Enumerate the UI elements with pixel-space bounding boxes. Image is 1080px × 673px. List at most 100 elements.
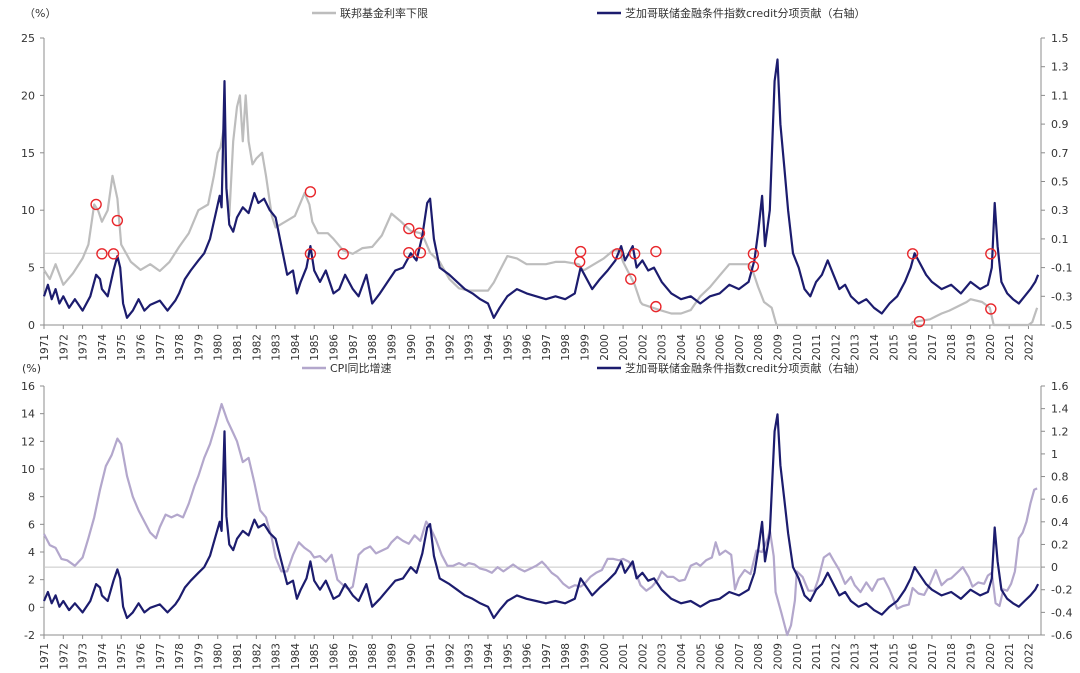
x-tick-label: 1984	[290, 334, 302, 361]
y-right-tick-label: 0.8	[1051, 471, 1069, 484]
x-tick-label: 2005	[695, 643, 707, 670]
x-tick-label: 1974	[97, 643, 109, 670]
x-tick-label: 1977	[155, 334, 167, 361]
x-tick-label: 2003	[657, 334, 669, 361]
highlight-marker	[985, 248, 997, 260]
x-tick-label: 1988	[367, 334, 379, 361]
x-tick-label: 2006	[715, 643, 727, 670]
x-tick-label: 2002	[637, 643, 649, 670]
y-right-tick-label: 0.7	[1051, 147, 1069, 160]
x-tick-label: 1982	[251, 334, 263, 361]
x-tick-label: 2008	[753, 643, 765, 670]
x-tick-label: 1978	[174, 643, 186, 670]
highlight-marker	[573, 256, 586, 268]
y-left-tick-label: 25	[21, 32, 35, 45]
x-tick-label: 2010	[792, 334, 804, 361]
y-left-tick-label: 16	[21, 380, 35, 393]
y-left-tick-label: 12	[21, 435, 35, 448]
x-tick-label: 2017	[927, 334, 939, 361]
y-right-tick-label: 0.1	[1051, 233, 1069, 246]
y-right-tick-label: 1.5	[1051, 32, 1069, 45]
highlight-marker	[747, 248, 760, 260]
x-tick-label: 2002	[637, 334, 649, 361]
highlight-marker	[611, 248, 623, 260]
x-tick-label: 1980	[213, 334, 225, 361]
x-tick-label: 2020	[985, 334, 997, 361]
x-tick-label: 1991	[425, 643, 437, 670]
x-tick-label: 2021	[1004, 334, 1016, 361]
highlight-marker	[574, 245, 587, 258]
highlight-marker	[111, 214, 124, 227]
x-tick-label: 1971	[39, 643, 51, 670]
x-tick-label: 1986	[329, 643, 341, 670]
x-tick-label: 1994	[483, 643, 495, 670]
top-panel: 0 5 10 15 20 25 -0.5 -0.3 -0.1 0.1 0.3 0.5 0.7 0.9 1.1…	[21, 6, 1072, 361]
y-right-tick-label: 1.1	[1051, 89, 1069, 102]
cpi-line	[43, 402, 1038, 637]
highlight-marker	[337, 248, 349, 260]
x-tick-label: 2008	[753, 334, 765, 361]
y-left-tick-label: 0	[28, 601, 35, 614]
highlight-marker	[628, 248, 641, 260]
fed-funds-line	[43, 94, 1039, 327]
y-right-tick-label: 1.6	[1051, 380, 1069, 393]
x-tick-label: 2004	[676, 643, 688, 670]
y-right-tick-label: 0.9	[1051, 118, 1069, 131]
bottom-panel: -2 0 2 4 6 8 10 12 14 16 -0.6 -0.4 -0.2 0 0.2 0.4 0.6 0.8…	[21, 361, 1072, 670]
y-left-tick-label: 5	[28, 262, 35, 275]
x-tick-label: 2012	[830, 334, 842, 361]
x-tick-label: 2015	[888, 334, 900, 361]
x-tick-label: 2009	[773, 334, 785, 361]
x-tick-label: 1977	[155, 643, 167, 670]
credit-index-line	[42, 58, 1040, 319]
x-tick-label: 1998	[560, 643, 572, 670]
x-tick-label: 1991	[425, 334, 437, 361]
x-tick-label: 2017	[927, 643, 939, 670]
legend-label: CPI同比增速	[330, 361, 392, 375]
x-tick-label: 1987	[348, 643, 360, 670]
y-left-tick-label: 6	[28, 518, 35, 531]
highlight-marker	[913, 315, 926, 328]
x-tick-label: 2005	[695, 334, 707, 361]
highlight-marker	[96, 248, 108, 260]
x-tick-label: 2016	[908, 643, 920, 670]
x-tick-label: 1990	[406, 643, 418, 670]
highlight-marker	[650, 300, 662, 313]
highlight-marker	[107, 248, 120, 260]
y-left-tick-label: -2	[24, 629, 35, 642]
credit-index-line	[42, 413, 1040, 620]
highlight-marker	[403, 222, 415, 235]
x-tick-label: 1998	[560, 334, 572, 361]
y-left-tick-label: 10	[21, 204, 35, 217]
x-tick-label: 1996	[522, 334, 534, 361]
x-tick-label: 1996	[522, 643, 534, 670]
highlight-marker	[747, 260, 760, 273]
x-tick-label: 1995	[502, 334, 514, 361]
x-tick-label: 2021	[1004, 643, 1016, 670]
x-tick-label: 1981	[232, 643, 244, 670]
x-tick-label: 2022	[1023, 643, 1035, 670]
x-tick-label: 2022	[1023, 334, 1035, 361]
y-left-tick-label: 20	[21, 89, 35, 102]
x-tick-label: 2003	[657, 643, 669, 670]
x-tick-label: 1984	[290, 643, 302, 670]
y-left-tick-label: 10	[21, 463, 35, 476]
highlight-marker	[403, 246, 415, 259]
x-tick-label: 2019	[966, 643, 978, 670]
x-tick-label: 1976	[136, 643, 148, 670]
x-tick-label: 2019	[966, 334, 978, 361]
highlight-marker	[625, 273, 637, 285]
legend-label: 联邦基金利率下限	[340, 6, 428, 20]
x-tick-label: 2009	[773, 643, 785, 670]
x-tick-label: 2015	[888, 643, 900, 670]
x-tick-label: 2011	[811, 334, 823, 361]
legend-label: 芝加哥联储金融条件指数credit分项贡献（右轴）	[625, 6, 865, 20]
x-tick-label: 1989	[386, 643, 398, 670]
x-tick-label: 2014	[869, 643, 881, 670]
x-tick-label: 2013	[850, 334, 862, 361]
x-tick-label: 1975	[116, 334, 128, 361]
x-tick-label: 2020	[985, 643, 997, 670]
x-tick-label: 2001	[618, 643, 630, 670]
y-left-tick-label: 14	[21, 408, 35, 421]
y-right-tick-label: -0.2	[1051, 584, 1072, 597]
